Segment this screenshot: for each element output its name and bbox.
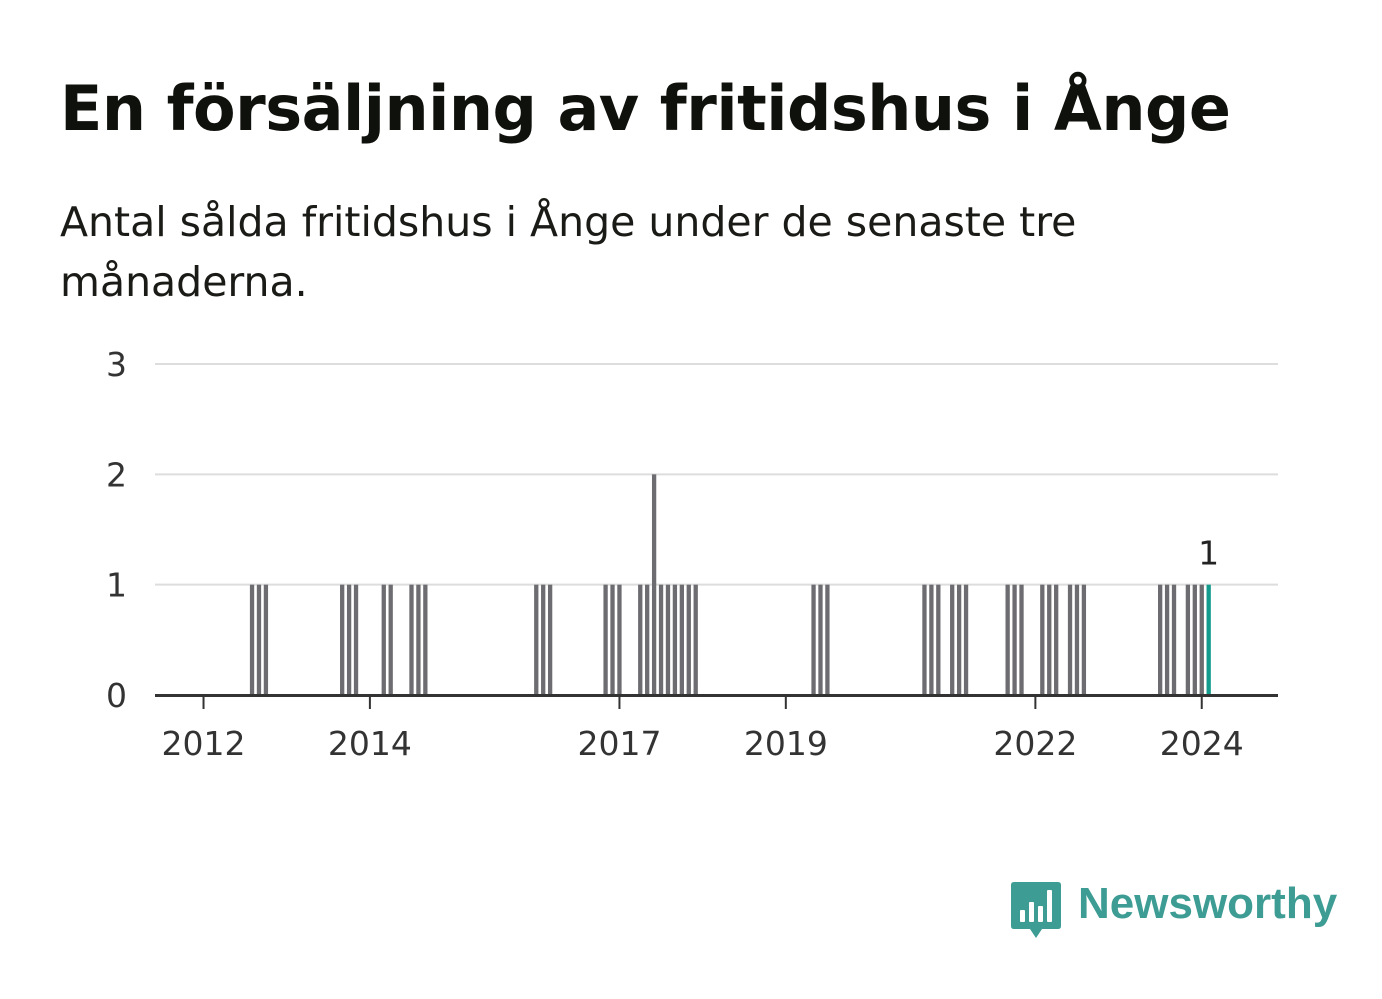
bar [811,584,816,695]
bar [1012,584,1017,695]
bar [547,584,553,695]
bar [1074,584,1080,695]
x-axis: 2012 2014 2017 2019 2022 2024 [155,694,1278,763]
bar [610,584,615,695]
bar [256,584,262,695]
y-tick-label: 3 [106,345,127,384]
bar [1185,584,1191,695]
brand-name: Newsworthy [1078,879,1338,928]
bar [638,584,643,695]
bar [679,584,684,695]
bar [1040,584,1045,695]
bar [693,584,698,695]
bar [423,584,428,695]
bar [353,584,359,695]
bar [922,584,927,695]
bar [416,584,421,695]
bar [263,584,269,695]
x-tick-label: 2019 [744,724,828,763]
bar-highlight [1206,584,1211,695]
x-tick-label: 2022 [993,724,1077,763]
bar [1192,584,1197,695]
bar [1047,584,1052,695]
bar [645,584,650,695]
x-tick-label: 2014 [328,724,412,763]
gridlines [155,363,1278,586]
bar [1019,584,1024,695]
bar [818,584,823,695]
y-axis-labels: 0 1 2 3 [106,345,127,715]
data-label: 1 [1198,534,1219,573]
chart-title: En försäljning av fritidshus i Ånge [60,72,1231,145]
bar [825,584,830,695]
bar [686,584,691,695]
bar [381,584,386,695]
bar [956,584,962,695]
x-tick-label: 2012 [162,724,246,763]
bar [950,584,955,695]
bar [1171,584,1177,695]
bar [534,584,539,695]
bar [1081,584,1087,695]
bar [658,584,664,695]
x-tick-label: 2017 [577,724,661,763]
bar [1158,584,1163,695]
bar [1199,584,1204,695]
bar [340,584,345,695]
bar [665,584,671,695]
bar [1054,584,1059,695]
bar [617,584,622,695]
y-tick-label: 0 [106,676,127,715]
newsworthy-logo-icon [1011,882,1061,938]
bars [249,474,1211,695]
annotations: 1 [1198,534,1219,573]
bar [603,584,608,695]
chart-subtitle: Antal sålda fritidshus i Ånge under de s… [60,198,1077,306]
bar [672,584,678,695]
bar [388,584,393,695]
bar [929,584,934,695]
bar [963,584,969,695]
bar [1164,584,1170,695]
bar [249,584,255,695]
bar [651,474,657,695]
x-tick-label: 2024 [1160,724,1244,763]
bar [541,584,546,695]
y-tick-label: 1 [106,566,127,605]
bar [1005,584,1010,695]
bar [409,584,414,695]
bar [936,584,941,695]
y-tick-label: 2 [106,455,127,494]
newsworthy-logo: Newsworthy [1010,878,1337,942]
bar [346,584,352,695]
bar [1067,584,1073,695]
